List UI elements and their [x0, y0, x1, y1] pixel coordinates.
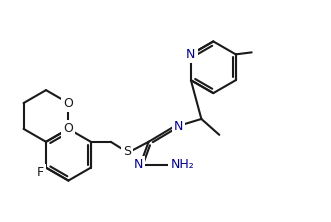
Text: NH₂: NH₂	[170, 158, 194, 171]
Text: N: N	[186, 48, 196, 61]
Text: O: O	[64, 97, 73, 109]
Text: S: S	[123, 145, 131, 158]
Text: N: N	[134, 158, 143, 171]
Text: F: F	[36, 166, 44, 179]
Text: N: N	[174, 120, 183, 133]
Text: O: O	[64, 122, 73, 135]
